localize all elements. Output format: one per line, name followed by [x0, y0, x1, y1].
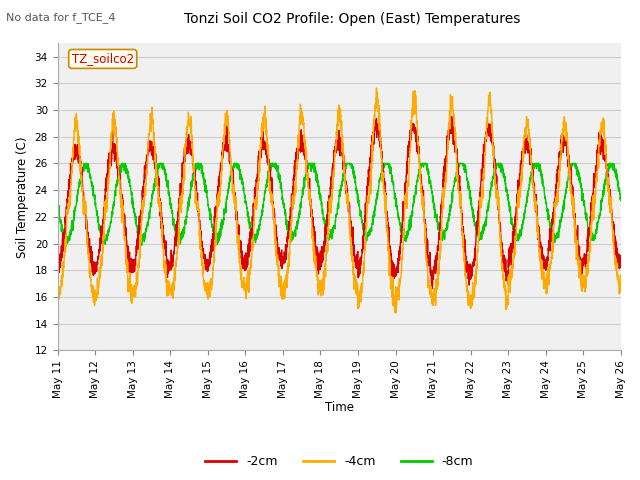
-8cm — [294, 218, 302, 224]
-2cm — [545, 240, 553, 246]
-8cm — [617, 197, 625, 203]
-2cm — [428, 286, 436, 292]
-8cm — [545, 219, 553, 225]
-8cm — [80, 160, 88, 166]
-4cm — [617, 272, 625, 277]
-4cm — [152, 159, 159, 165]
Y-axis label: Soil Temperature (C): Soil Temperature (C) — [16, 136, 29, 258]
Line: -8cm: -8cm — [58, 163, 621, 245]
-4cm — [372, 85, 380, 91]
-4cm — [391, 310, 399, 316]
-8cm — [118, 164, 126, 170]
-8cm — [152, 173, 159, 179]
-2cm — [606, 194, 614, 200]
-4cm — [606, 210, 614, 216]
-2cm — [54, 272, 61, 278]
-8cm — [138, 242, 145, 248]
Text: No data for f_TCE_4: No data for f_TCE_4 — [6, 12, 116, 23]
Line: -2cm: -2cm — [58, 116, 621, 289]
-8cm — [606, 162, 614, 168]
-2cm — [118, 201, 125, 207]
-8cm — [270, 160, 278, 166]
-4cm — [294, 139, 302, 145]
-2cm — [152, 158, 159, 164]
X-axis label: Time: Time — [324, 401, 354, 414]
Text: Tonzi Soil CO2 Profile: Open (East) Temperatures: Tonzi Soil CO2 Profile: Open (East) Temp… — [184, 12, 520, 26]
-2cm — [617, 261, 625, 266]
-2cm — [269, 217, 277, 223]
Text: TZ_soilco2: TZ_soilco2 — [72, 52, 134, 65]
-2cm — [294, 145, 302, 151]
-4cm — [269, 207, 277, 213]
Legend: -2cm, -4cm, -8cm: -2cm, -4cm, -8cm — [200, 450, 478, 473]
-4cm — [118, 206, 125, 212]
-8cm — [54, 201, 61, 207]
-4cm — [54, 286, 61, 291]
-4cm — [545, 261, 553, 267]
-2cm — [447, 113, 454, 119]
Line: -4cm: -4cm — [58, 88, 621, 313]
